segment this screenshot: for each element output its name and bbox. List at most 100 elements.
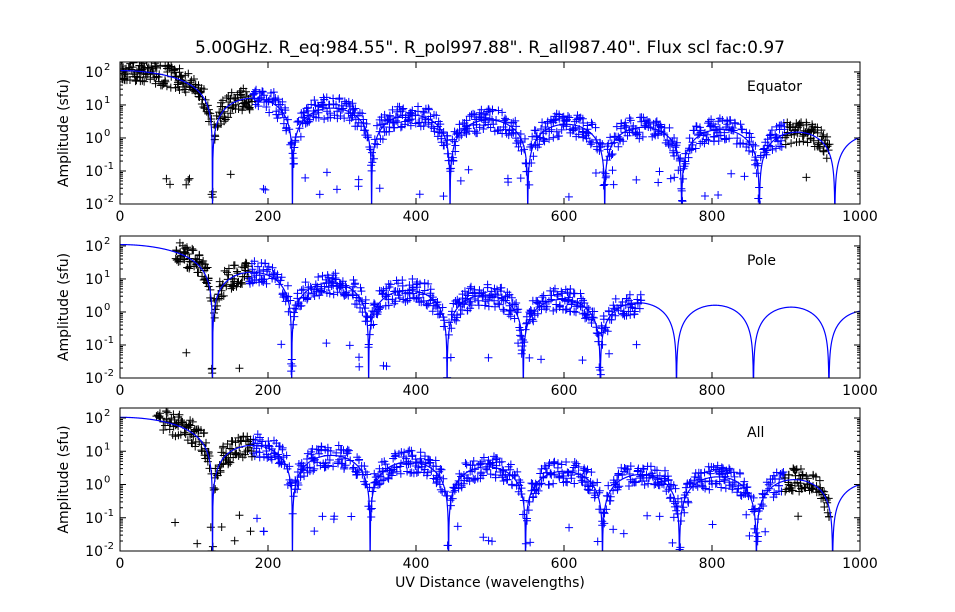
axes-frame: [119, 61, 861, 205]
data-point: [533, 298, 542, 307]
data-point: [238, 280, 247, 289]
y-tick-exponent: -2: [104, 541, 114, 552]
data-point: [329, 462, 338, 471]
data-point: [315, 190, 324, 199]
data-point: [303, 293, 312, 302]
data-point: [283, 281, 292, 290]
data-point: [375, 184, 384, 193]
data-point: [366, 313, 375, 322]
data-point: [531, 126, 540, 135]
data-point: [282, 451, 291, 460]
data-point: [587, 468, 596, 477]
data-point: [781, 133, 790, 142]
data-point: [612, 122, 621, 131]
data-point: [745, 531, 754, 540]
data-point: [815, 476, 824, 485]
data-point: [765, 484, 774, 493]
data-point: [408, 275, 417, 284]
data-point: [464, 165, 473, 174]
data-point: [420, 108, 429, 117]
data-point: [128, 63, 137, 72]
data-point: [494, 106, 503, 115]
data-point: [140, 62, 142, 66]
data-point: [621, 121, 630, 130]
data-point: [603, 327, 612, 336]
data-point: [315, 449, 324, 458]
data-point: [336, 112, 345, 121]
data-point: [626, 310, 635, 319]
data-point: [622, 311, 631, 320]
panel-label: Pole: [747, 253, 776, 269]
data-point: [535, 140, 544, 149]
data-point: [443, 541, 452, 550]
data-point: [626, 462, 635, 471]
data-point: [302, 454, 311, 463]
data-point: [555, 131, 564, 140]
data-point: [534, 486, 543, 495]
data-point: [274, 110, 283, 119]
x-tick-label: 400: [403, 209, 430, 225]
data-point: [226, 458, 235, 467]
data-point: [570, 457, 579, 466]
data-point: [396, 469, 405, 478]
data-point: [233, 269, 242, 278]
data-point: [669, 513, 678, 522]
data-point: [307, 450, 316, 459]
data-point: [354, 175, 363, 184]
data-point: [439, 192, 448, 201]
data-point: [235, 511, 244, 520]
data-point: [391, 451, 400, 460]
data-point: [278, 445, 287, 454]
data-point: [318, 512, 327, 521]
data-point: [414, 293, 423, 302]
data-point: [297, 286, 306, 295]
y-tick-label: 10: [85, 511, 103, 527]
data-point: [569, 289, 578, 298]
data-point: [508, 481, 517, 490]
data-point: [171, 518, 180, 527]
data-point: [461, 459, 470, 468]
data-point: [475, 286, 484, 295]
data-point: [415, 279, 424, 288]
data-point: [394, 279, 403, 288]
data-point: [713, 461, 722, 470]
data-point: [429, 110, 438, 119]
data-point: [325, 456, 334, 465]
data-point: [188, 244, 197, 253]
data-point: [199, 85, 208, 94]
data-point: [459, 479, 468, 488]
data-point: [462, 116, 471, 125]
data-point: [464, 473, 473, 482]
data-point: [725, 116, 734, 125]
data-point: [572, 459, 581, 468]
data-point: [334, 441, 343, 450]
data-point: [759, 200, 761, 204]
data-point: [685, 134, 694, 143]
x-tick-label: 200: [255, 383, 282, 399]
data-point: [646, 462, 655, 471]
data-point: [587, 319, 596, 328]
data-point: [768, 145, 777, 154]
data-point: [506, 312, 515, 321]
data-point: [517, 484, 526, 493]
data-point: [772, 144, 781, 153]
data-point: [310, 96, 319, 105]
data-point: [793, 129, 802, 138]
data-point: [270, 448, 279, 457]
x-tick-label: 1000: [842, 556, 878, 572]
y-tick-label: 10: [85, 65, 103, 81]
data-point: [217, 292, 226, 301]
data-point: [744, 146, 753, 155]
data-point: [608, 166, 617, 175]
data-point: [766, 130, 775, 139]
data-point: [609, 180, 618, 189]
data-point: [358, 109, 367, 118]
data-point: [217, 522, 226, 531]
data-point: [226, 170, 235, 179]
data-point: [537, 355, 546, 364]
data-point: [316, 286, 325, 295]
data-point: [605, 349, 614, 358]
data-point: [345, 341, 354, 350]
data-point: [392, 463, 401, 472]
data-point: [795, 137, 804, 146]
